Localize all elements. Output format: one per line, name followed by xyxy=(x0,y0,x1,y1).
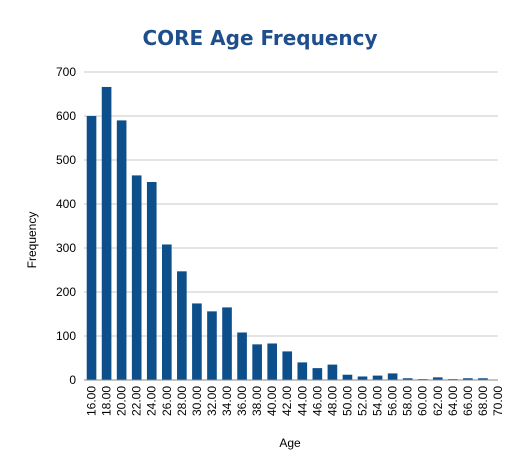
x-tick-label: 52.00 xyxy=(356,386,370,416)
x-tick-label: 32.00 xyxy=(205,386,219,416)
x-tick-label: 28.00 xyxy=(175,386,189,416)
x-tick-label: 34.00 xyxy=(220,386,234,416)
x-axis-label: Age xyxy=(279,436,301,450)
bar xyxy=(252,344,262,380)
x-tick-label: 48.00 xyxy=(325,386,339,416)
x-tick-label: 26.00 xyxy=(160,386,174,416)
x-tick-label: 36.00 xyxy=(235,386,249,416)
bar xyxy=(222,307,232,380)
bar xyxy=(146,182,157,380)
bar xyxy=(357,376,368,380)
x-tick-label: 66.00 xyxy=(461,386,475,416)
y-tick-label: 700 xyxy=(56,65,76,79)
x-tick-label: 68.00 xyxy=(476,386,490,416)
x-tick-label: 44.00 xyxy=(295,386,309,416)
x-tick-label: 30.00 xyxy=(190,386,204,416)
x-tick-label: 58.00 xyxy=(401,386,415,416)
y-axis-label: Frequency xyxy=(25,212,39,269)
x-tick-label: 42.00 xyxy=(280,386,294,416)
bar xyxy=(116,120,127,381)
bar xyxy=(101,86,112,381)
bars xyxy=(86,86,488,381)
x-tick-label: 40.00 xyxy=(265,386,279,416)
bar xyxy=(432,377,443,380)
bar xyxy=(177,271,187,380)
x-tick-label: 64.00 xyxy=(446,386,460,416)
bar xyxy=(402,378,413,380)
bar xyxy=(131,175,142,380)
bar xyxy=(267,343,277,380)
bar xyxy=(312,368,323,380)
x-axis-ticks: 16.00 18.00 20.00 22.00 24.00 26.00 28.00 30.00… xyxy=(85,386,505,416)
bar xyxy=(297,362,308,380)
y-tick-label: 500 xyxy=(56,153,76,167)
y-tick-label: 400 xyxy=(56,197,76,211)
x-tick-label: 56.00 xyxy=(386,386,400,416)
bar xyxy=(327,364,338,380)
chart-title: CORE Age Frequency xyxy=(142,26,377,50)
x-tick-label: 16.00 xyxy=(85,386,99,416)
bar xyxy=(207,311,217,380)
y-tick-label: 300 xyxy=(56,241,76,255)
bar xyxy=(478,378,488,380)
y-tick-label: 100 xyxy=(56,329,76,343)
y-tick-label: 600 xyxy=(56,109,76,123)
x-tick-label: 60.00 xyxy=(416,386,430,416)
bar xyxy=(282,351,293,380)
bar xyxy=(463,378,473,380)
x-tick-label: 70.00 xyxy=(491,386,505,416)
grid xyxy=(84,71,498,337)
bar xyxy=(161,244,172,380)
x-tick-label: 62.00 xyxy=(431,386,445,416)
x-tick-label: 54.00 xyxy=(371,386,385,416)
bar xyxy=(192,303,202,380)
x-tick-label: 18.00 xyxy=(100,386,114,416)
bar xyxy=(372,375,383,380)
x-tick-label: 46.00 xyxy=(310,386,324,416)
bar xyxy=(237,332,247,380)
x-tick-label: 20.00 xyxy=(115,386,129,416)
bar xyxy=(342,374,353,380)
x-tick-label: 38.00 xyxy=(250,386,264,416)
y-axis-ticks: 0 100 200 300 400 500 600 700 xyxy=(56,65,76,387)
x-tick-label: 24.00 xyxy=(145,386,159,416)
x-tick-label: 22.00 xyxy=(130,386,144,416)
bar xyxy=(86,116,97,380)
y-tick-label: 0 xyxy=(69,373,76,387)
x-tick-label: 50.00 xyxy=(340,386,354,416)
bar xyxy=(387,373,398,380)
y-tick-label: 200 xyxy=(56,285,76,299)
